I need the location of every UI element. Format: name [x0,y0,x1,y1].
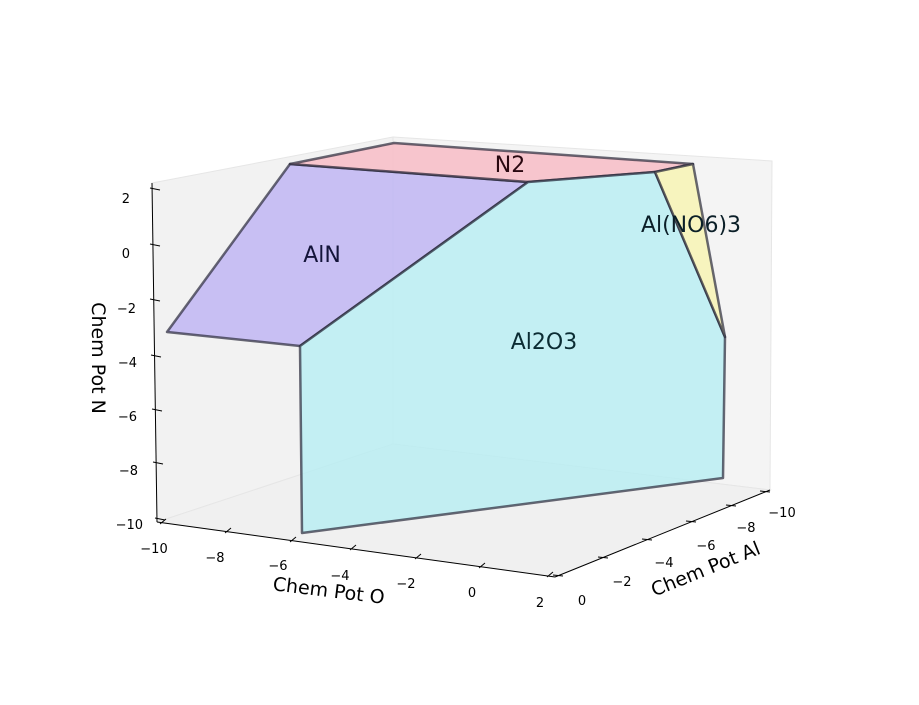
z-axis-title: Chem Pot N [87,302,109,414]
x-tick [289,536,297,543]
axis-lines [151,182,771,578]
y-tick-label: −8 [736,521,755,536]
region-label-n2: N2 [495,153,525,178]
z-tick [152,461,164,465]
region-alno63 [653,162,727,339]
z-tick [149,187,161,191]
y-tick [552,574,564,577]
y-axis-line [554,489,771,578]
x-tick-label: −8 [205,551,224,566]
z-tick [149,298,161,302]
z-tick-labels: 2 0 −2 −4 −6 −8 −10 [116,192,143,533]
y-tick-label: 0 [578,594,586,609]
x-tick [478,562,486,569]
z-tick-label: −4 [118,356,137,371]
y-tick [641,538,653,541]
tick-marks [149,187,771,578]
region-labels: AlN N2 Al2O3 Al(NO6)3 [303,153,741,355]
x-tick-label: −4 [330,569,349,584]
y-tick [685,520,697,523]
x-tick-label: 0 [468,586,476,601]
y-tick-label: −10 [768,506,795,521]
z-tick [154,517,166,521]
region-label-alno63: Al(NO6)3 [641,213,741,238]
y-tick [759,490,771,493]
z-tick-label: −2 [117,302,136,317]
x-axis-title: Chem Pot O [272,573,386,609]
z-axis-line [151,182,158,523]
x-tick [414,553,422,560]
x-tick [349,544,357,551]
z-tick-label: −6 [118,410,137,425]
z-tick [151,408,163,412]
z-tick-label: 2 [122,192,130,207]
z-tick [149,243,161,247]
y-tick-label: −4 [654,556,673,571]
y-tick-label: −6 [696,539,715,554]
phase-regions [165,141,727,535]
x-axis-line [156,521,556,578]
region-label-al2o3: Al2O3 [511,330,577,355]
z-tick-label: 0 [122,247,130,262]
y-tick [725,504,737,507]
x-tick-label: −2 [396,577,415,592]
y-tick-labels: 0 −2 −4 −6 −8 −10 [578,506,796,609]
y-tick-label: −2 [612,575,631,590]
z-tick [150,354,162,358]
x-tick-label: −6 [268,559,287,574]
x-tick-labels: −10 −8 −6 −4 −2 0 2 [140,542,544,611]
region-label-aln: AlN [303,243,341,268]
x-tick [546,571,554,578]
z-tick-label: −10 [116,518,143,533]
z-tick-label: −8 [119,464,138,479]
x-tick-label: 2 [536,596,544,611]
x-tick [224,527,232,534]
y-tick [597,556,609,559]
x-tick [159,518,167,525]
x-tick-label: −10 [140,542,167,557]
